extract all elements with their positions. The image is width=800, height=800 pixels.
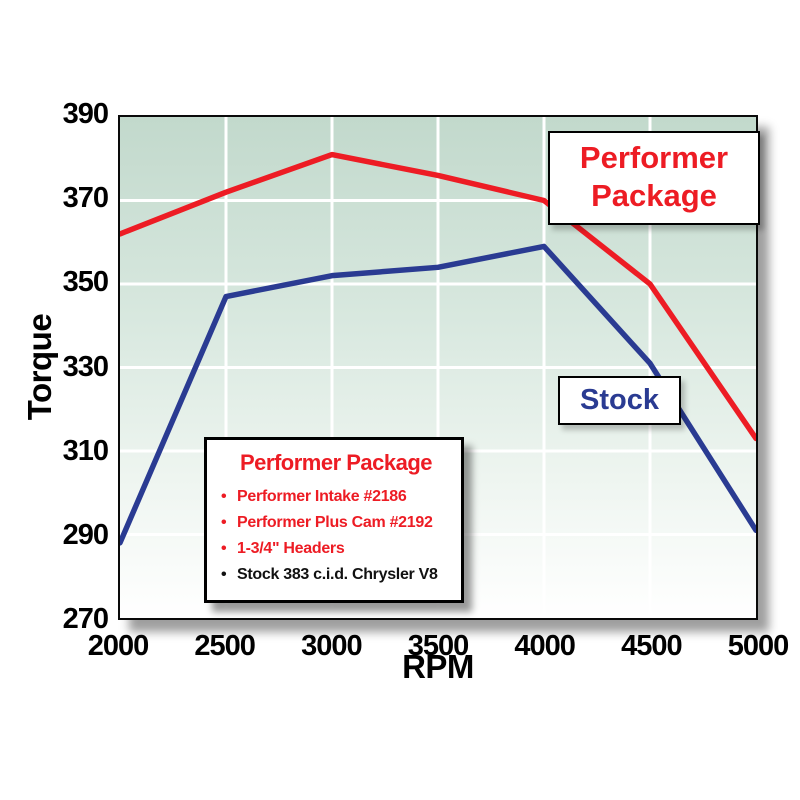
y-tick-label: 310 [62, 434, 109, 467]
legend-item: • Performer Plus Cam #2192 [221, 510, 451, 536]
legend-title: Performer Package [239, 450, 433, 475]
series-line-performer-package [120, 151, 756, 442]
x-axis-label: RPM [402, 648, 474, 685]
y-tick-label: 330 [62, 350, 109, 383]
legend-item-text: Stock 383 c.i.d. Chrysler V8 [237, 565, 438, 583]
bullet-icon: • [221, 488, 227, 505]
legend-item: • Stock 383 c.i.d. Chrysler V8 [221, 562, 451, 588]
legend-item: • 1-3/4" Headers [221, 536, 451, 562]
x-tick-label: 3000 [301, 630, 363, 662]
y-tick-label: 290 [62, 518, 109, 551]
legend-box: Performer Package • Performer Intake #218… [204, 437, 464, 603]
x-tick-label: 4500 [621, 630, 683, 662]
bullet-icon: • [221, 565, 227, 583]
x-tick-label: 4000 [514, 630, 576, 662]
x-tick-label: 2500 [194, 630, 256, 662]
legend-items: • Performer Intake #2186 • Performer Plus C… [221, 484, 451, 588]
y-tick-label: 350 [62, 266, 109, 299]
y-tick-label: 390 [62, 98, 109, 130]
x-tick-label: 2000 [87, 630, 150, 662]
y-tick-label: 270 [62, 603, 109, 635]
x-tick-label: 5000 [727, 630, 790, 662]
legend-item-text: Performer Plus Cam #2192 [237, 513, 433, 531]
performer-annotation-line1: Performer [579, 140, 729, 175]
performer-annotation-line2: Package [591, 177, 717, 213]
legend-item-text: Performer Intake #2186 [237, 488, 407, 505]
legend-item: • Performer Intake #2186 [221, 484, 451, 510]
stock-annotation: Stock [558, 376, 681, 425]
y-axis-label: Torque [21, 313, 58, 421]
legend-item-text: 1-3/4" Headers [237, 539, 345, 557]
bullet-icon: • [221, 513, 227, 531]
y-tick-label: 370 [62, 182, 109, 215]
bullet-icon: • [221, 539, 227, 557]
series-line-stock [120, 243, 756, 546]
performer-package-annotation: Performer Package [548, 131, 760, 225]
x-tick-label: 3500 [407, 630, 470, 662]
plot-area: Performer Package Stock Performer Packag… [118, 115, 760, 620]
